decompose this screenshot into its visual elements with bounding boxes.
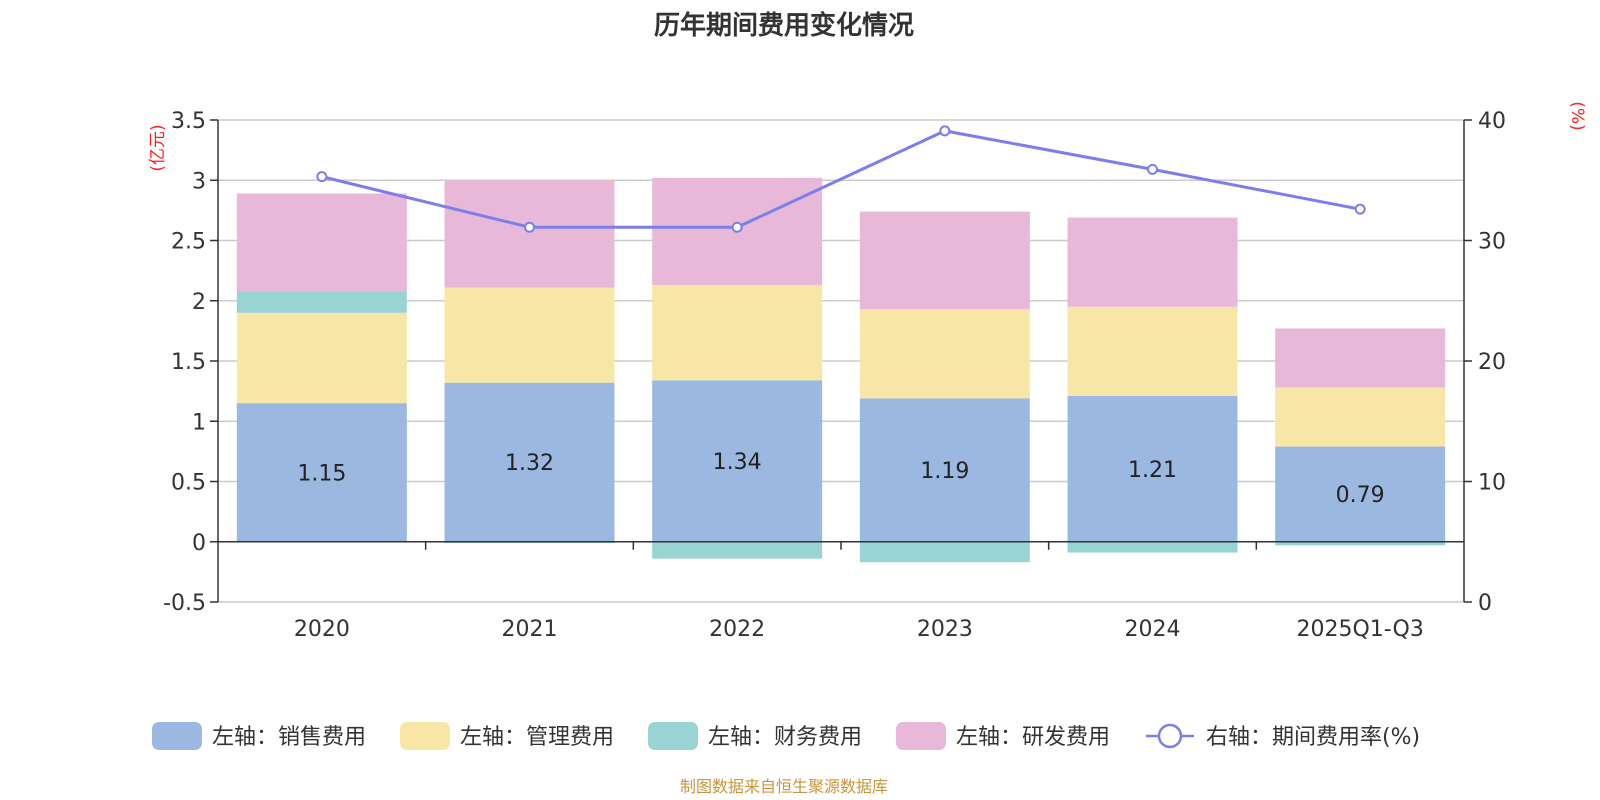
rate-point <box>1354 203 1366 215</box>
legend-label: 左轴：管理费用 <box>460 725 614 750</box>
left-axis-unit: (亿元) <box>148 124 168 171</box>
right-axis-tick-label: 0 <box>1478 591 1492 616</box>
bar-segment <box>236 193 407 292</box>
bar-segment <box>859 541 1030 563</box>
data-label: 1.32 <box>505 451 554 476</box>
left-axis-tick-label: 1 <box>192 410 206 435</box>
left-axis-tick-label: 1.5 <box>171 350 206 375</box>
right-axis-tick-label: 10 <box>1478 471 1506 496</box>
chart-title: 历年期间费用变化情况 <box>654 10 914 41</box>
data-label: 0.79 <box>1336 483 1385 508</box>
right-axis-tick-label: 20 <box>1478 350 1506 375</box>
rate-point <box>524 221 535 233</box>
data-label: 1.15 <box>297 461 346 486</box>
bar-segment <box>652 380 823 542</box>
bar-segment <box>859 398 1030 542</box>
rate-line-path <box>321 129 1361 229</box>
bar-segment <box>1275 541 1446 546</box>
right-axis-unit: (%) <box>1567 101 1587 130</box>
rate-line <box>316 125 1366 233</box>
bar-segment <box>1275 446 1446 542</box>
legend-marker <box>1157 723 1183 749</box>
data-label: 1.34 <box>713 450 762 475</box>
rate-point <box>731 221 743 233</box>
legend-swatch <box>400 722 450 750</box>
legend-label: 左轴：销售费用 <box>212 725 366 750</box>
x-axis-tick-label: 2021 <box>502 617 558 642</box>
right-axis-tick-label: 30 <box>1478 230 1506 255</box>
bars <box>236 177 1446 563</box>
bar-segment <box>1067 541 1238 553</box>
bar-segment <box>1067 217 1238 307</box>
source-note: 制图数据来自恒生聚源数据库 <box>680 777 888 796</box>
data-labels: 1.15 1.32 1.34 1.19 1.21 0.79 <box>297 450 1384 508</box>
x-axis-tick-label: 2024 <box>1125 617 1181 642</box>
data-label: 1.21 <box>1128 458 1177 483</box>
gridlines <box>218 119 1464 603</box>
bar-segment <box>1067 395 1238 542</box>
legend-item[interactable]: 左轴：管理费用 <box>400 722 614 750</box>
legend-swatch <box>152 722 202 750</box>
left-axis-tick-label: 2 <box>192 290 206 315</box>
rate-point <box>1147 163 1158 175</box>
left-axis-tick-label: 2.5 <box>171 230 206 255</box>
left-axis-tick-label: 3.5 <box>171 109 206 134</box>
legend-item[interactable]: 右轴：期间费用率(%) <box>1146 723 1420 750</box>
bar-segment <box>444 382 615 542</box>
x-axis-tick-label: 2025Q1-Q3 <box>1296 617 1423 642</box>
legend-label: 左轴：研发费用 <box>956 725 1110 750</box>
left-axis-tick-label: 3 <box>192 169 206 194</box>
axes: 3.5 3 2.5 2 1.5 1 0.5 0 -0.5 40 30 20 10 0 (亿元) (%) 2020… <box>148 101 1587 642</box>
legend[interactable]: 左轴：销售费用 左轴：管理费用 左轴：财务费用 左轴：研发费用 右轴：期间费用率(%) <box>152 722 1420 750</box>
bar-segment <box>652 541 823 559</box>
left-axis-tick-label: 0 <box>192 531 206 556</box>
legend-item[interactable]: 左轴：销售费用 <box>152 722 366 750</box>
left-axis-tick-label: 0.5 <box>171 471 206 496</box>
bar-segment <box>444 180 615 288</box>
bar-segment <box>236 403 407 542</box>
bar-segment <box>859 309 1030 399</box>
bar-segment <box>444 287 615 383</box>
x-axis-tick-label: 2023 <box>917 617 973 642</box>
x-axis-tick-label: 2022 <box>709 617 765 642</box>
bar-segment <box>859 211 1030 310</box>
rate-point <box>316 171 328 183</box>
right-axis-tick-label: 40 <box>1478 109 1506 134</box>
bar-segment <box>1275 328 1446 388</box>
legend-item[interactable]: 左轴：财务费用 <box>648 722 862 750</box>
data-label: 1.19 <box>920 459 969 484</box>
bar-segment <box>236 312 407 404</box>
bar-segment <box>1067 306 1238 396</box>
rate-point <box>939 125 951 137</box>
left-axis-tick-label: -0.5 <box>163 591 206 616</box>
bar-segment <box>1275 387 1446 447</box>
bar-segment <box>236 291 407 313</box>
legend-swatch <box>896 722 946 750</box>
legend-label: 右轴：期间费用率(%) <box>1206 725 1420 750</box>
legend-swatch <box>648 722 698 750</box>
legend-label: 左轴：财务费用 <box>708 725 862 750</box>
bar-segment <box>652 285 823 381</box>
x-axis-tick-label: 2020 <box>294 617 350 642</box>
legend-item[interactable]: 左轴：研发费用 <box>896 722 1110 750</box>
